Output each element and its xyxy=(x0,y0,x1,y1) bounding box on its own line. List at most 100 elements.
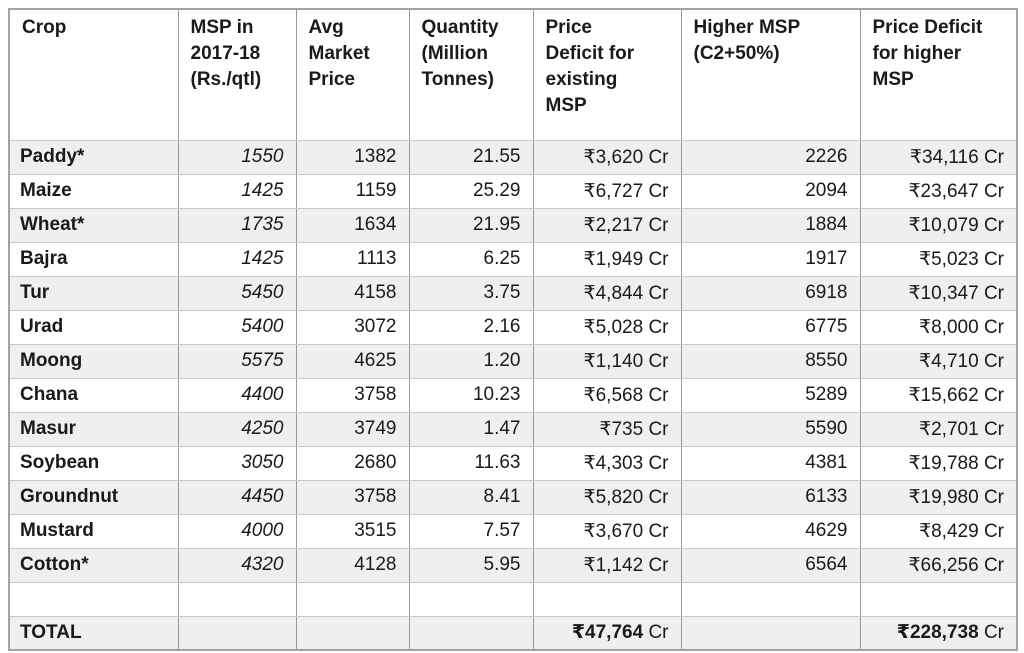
cell-quantity: 25.29 xyxy=(408,173,534,209)
table-row: Cotton* 4320 4128 5.95 ₹1,142 Cr 6564 ₹66,256 … xyxy=(8,547,1018,583)
cell-deficit_higher: ₹10,079 Cr xyxy=(859,207,1018,243)
crop-msp-table: Crop MSP in 2017-18 (Rs./qtl) Avg Market… xyxy=(8,8,1018,651)
col-header-avg-market-price: Avg Market Price xyxy=(295,8,410,141)
cell-msp: 1425 xyxy=(177,241,297,277)
cell-higher_msp: 2094 xyxy=(680,173,861,209)
cell-deficit_higher: ₹23,647 Cr xyxy=(859,173,1018,209)
cell-deficit_higher: ₹8,429 Cr xyxy=(859,513,1018,549)
cell-deficit_higher: ₹19,980 Cr xyxy=(859,479,1018,515)
col-header-quantity: Quantity (Million Tonnes) xyxy=(408,8,534,141)
cell-deficit_higher: ₹19,788 Cr xyxy=(859,445,1018,481)
total-deficit-higher-value: ₹228,738 xyxy=(896,622,979,644)
cell-deficit_higher: ₹8,000 Cr xyxy=(859,309,1018,345)
cell-avg_price: 3758 xyxy=(295,377,410,413)
cell-deficit_existing: ₹5,028 Cr xyxy=(532,309,682,345)
cell-deficit_higher: ₹66,256 Cr xyxy=(859,547,1018,583)
cell-higher_msp: 6775 xyxy=(680,309,861,345)
cell-avg_price: 1159 xyxy=(295,173,410,209)
cell-higher_msp: 6133 xyxy=(680,479,861,515)
cell-quantity: 1.47 xyxy=(408,411,534,447)
cell-deficit_existing: ₹3,620 Cr xyxy=(532,139,682,175)
cell-quantity: 3.75 xyxy=(408,275,534,311)
table-row: Maize 1425 1159 25.29 ₹6,727 Cr 2094 ₹23,647 C… xyxy=(8,173,1018,209)
cell-msp: 4400 xyxy=(177,377,297,413)
cell-avg_price: 1382 xyxy=(295,139,410,175)
cell-higher_msp: 6564 xyxy=(680,547,861,583)
cell-higher_msp: 8550 xyxy=(680,343,861,379)
table-row: Bajra 1425 1113 6.25 ₹1,949 Cr 1917 ₹5,023 Cr xyxy=(8,241,1018,277)
table-row: Wheat* 1735 1634 21.95 ₹2,217 Cr 1884 ₹10,079 … xyxy=(8,207,1018,243)
cell-empty xyxy=(177,615,297,651)
cell-crop: Mustard xyxy=(8,513,179,549)
cell-deficit_higher: ₹5,023 Cr xyxy=(859,241,1018,277)
cell-quantity: 1.20 xyxy=(408,343,534,379)
cell-deficit_existing: ₹1,142 Cr xyxy=(532,547,682,583)
cell-deficit_higher: ₹4,710 Cr xyxy=(859,343,1018,379)
cell-crop: Cotton* xyxy=(8,547,179,583)
cell-crop: Maize xyxy=(8,173,179,209)
total-row: TOTAL ₹47,764 Cr ₹228,738 Cr xyxy=(8,615,1018,651)
col-header-msp: MSP in 2017-18 (Rs./qtl) xyxy=(177,8,297,141)
cell-avg_price: 4128 xyxy=(295,547,410,583)
cell-msp: 4450 xyxy=(177,479,297,515)
cell-avg_price: 3758 xyxy=(295,479,410,515)
cell-quantity: 2.16 xyxy=(408,309,534,345)
cell-higher_msp: 5590 xyxy=(680,411,861,447)
cell-crop: Urad xyxy=(8,309,179,345)
table-row: Moong 5575 4625 1.20 ₹1,140 Cr 8550 ₹4,710 Cr xyxy=(8,343,1018,379)
cell-deficit_existing: ₹6,568 Cr xyxy=(532,377,682,413)
total-deficit-existing-unit: Cr xyxy=(643,622,669,644)
cell-empty xyxy=(8,581,179,617)
cell-empty xyxy=(295,581,410,617)
cell-crop: Chana xyxy=(8,377,179,413)
cell-msp: 3050 xyxy=(177,445,297,481)
cell-deficit_existing: ₹4,844 Cr xyxy=(532,275,682,311)
empty-row xyxy=(8,581,1018,617)
cell-msp: 4320 xyxy=(177,547,297,583)
cell-avg_price: 4158 xyxy=(295,275,410,311)
cell-higher_msp: 2226 xyxy=(680,139,861,175)
cell-higher_msp: 5289 xyxy=(680,377,861,413)
cell-msp: 5400 xyxy=(177,309,297,345)
cell-crop: Wheat* xyxy=(8,207,179,243)
cell-quantity: 8.41 xyxy=(408,479,534,515)
header-row: Crop MSP in 2017-18 (Rs./qtl) Avg Market… xyxy=(8,8,1018,141)
cell-deficit_higher: ₹10,347 Cr xyxy=(859,275,1018,311)
cell-msp: 4250 xyxy=(177,411,297,447)
total-deficit-higher-unit: Cr xyxy=(978,622,1004,644)
cell-avg_price: 4625 xyxy=(295,343,410,379)
table-row: Urad 5400 3072 2.16 ₹5,028 Cr 6775 ₹8,000 Cr xyxy=(8,309,1018,345)
cell-quantity: 7.57 xyxy=(408,513,534,549)
cell-empty xyxy=(859,581,1018,617)
cell-crop: Masur xyxy=(8,411,179,447)
cell-deficit_existing: ₹1,140 Cr xyxy=(532,343,682,379)
cell-empty xyxy=(532,581,682,617)
table-row: Soybean 3050 2680 11.63 ₹4,303 Cr 4381 ₹19,788… xyxy=(8,445,1018,481)
cell-avg_price: 3072 xyxy=(295,309,410,345)
cell-msp: 5575 xyxy=(177,343,297,379)
cell-deficit_existing: ₹2,217 Cr xyxy=(532,207,682,243)
table-row: Chana 4400 3758 10.23 ₹6,568 Cr 5289 ₹15,662 C… xyxy=(8,377,1018,413)
col-header-crop: Crop xyxy=(8,8,179,141)
cell-crop: Paddy* xyxy=(8,139,179,175)
cell-total-deficit-higher: ₹228,738 Cr xyxy=(859,615,1018,651)
cell-deficit_existing: ₹5,820 Cr xyxy=(532,479,682,515)
cell-empty xyxy=(680,581,861,617)
cell-msp: 1735 xyxy=(177,207,297,243)
crop-msp-table-container: Crop MSP in 2017-18 (Rs./qtl) Avg Market… xyxy=(8,8,1018,651)
cell-quantity: 5.95 xyxy=(408,547,534,583)
cell-higher_msp: 6918 xyxy=(680,275,861,311)
cell-avg_price: 3515 xyxy=(295,513,410,549)
col-header-higher-msp: Higher MSP (C2+50%) xyxy=(680,8,861,141)
cell-higher_msp: 1917 xyxy=(680,241,861,277)
cell-msp: 4000 xyxy=(177,513,297,549)
cell-empty xyxy=(408,581,534,617)
cell-quantity: 10.23 xyxy=(408,377,534,413)
cell-total-deficit-existing: ₹47,764 Cr xyxy=(532,615,682,651)
total-deficit-existing-value: ₹47,764 xyxy=(571,622,644,644)
table-row: Tur 5450 4158 3.75 ₹4,844 Cr 6918 ₹10,347 Cr xyxy=(8,275,1018,311)
cell-crop: Moong xyxy=(8,343,179,379)
cell-deficit_existing: ₹735 Cr xyxy=(532,411,682,447)
cell-quantity: 11.63 xyxy=(408,445,534,481)
cell-deficit_higher: ₹15,662 Cr xyxy=(859,377,1018,413)
